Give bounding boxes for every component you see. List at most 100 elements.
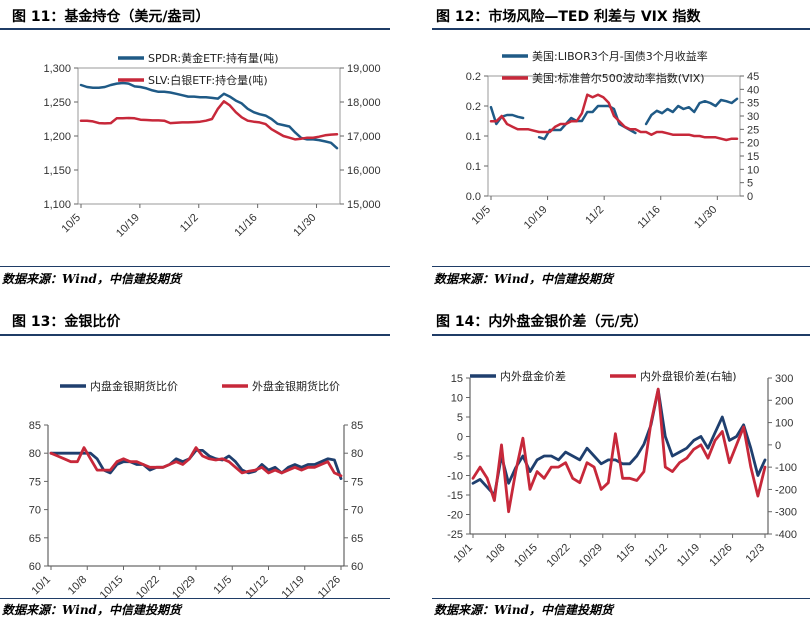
legend-label-1: 美国:标准普尔500波动率指数(VIX)	[532, 71, 705, 85]
top-rule	[0, 28, 390, 30]
x-tick-label: 11/30	[291, 212, 318, 239]
left-tick-label: -15	[447, 490, 463, 502]
right-tick-label: 65	[351, 533, 363, 545]
source-note: 数据来源：Wind，中信建投期货	[2, 272, 181, 286]
bottom-rule	[432, 598, 810, 599]
legend-label-0: SPDR:黄金ETF:持有量(吨)	[148, 51, 279, 65]
x-tick-label: 11/19	[675, 542, 702, 569]
right-tick-label: 35	[747, 98, 759, 110]
right-tick-label: 100	[775, 418, 793, 430]
right-tick-label: 16,000	[347, 165, 381, 177]
x-tick-label: 11/16	[635, 204, 662, 231]
panel-title: 图 12：市场风险—TED 利差与 VIX 指数	[436, 9, 701, 25]
left-tick-label: 0.2	[466, 71, 481, 83]
right-tick-label: 0	[775, 440, 781, 452]
left-tick-label: 60	[29, 561, 41, 573]
top-rule	[0, 334, 390, 336]
x-tick-label: 11/5	[211, 574, 234, 597]
left-tick-label: 15	[451, 373, 463, 385]
right-tick-label: 30	[747, 111, 759, 123]
left-tick-label: 5	[457, 412, 463, 424]
left-tick-label: 1,250	[43, 97, 71, 109]
right-tick-label: 80	[351, 448, 363, 460]
left-tick-label: -5	[453, 451, 463, 463]
series-line-0	[49, 449, 343, 480]
x-tick-label: 12/3	[743, 542, 767, 566]
source-note: 数据来源：Wind，中信建投期货	[434, 603, 613, 617]
chart-price-spread: -25 -20 -15 -10 -5 0 5 10 15 -400 -300 -200 -100 0 100…	[447, 369, 797, 570]
legend-label-1: SLV:白银ETF:持仓量(吨)	[148, 73, 268, 87]
series-line-1	[489, 93, 739, 142]
left-tick-label: 0.1	[466, 161, 481, 173]
x-tick-label: 10/1	[29, 574, 53, 598]
panel-title: 图 13：金银比价	[12, 314, 121, 330]
x-tick-label: 11/2	[178, 212, 201, 235]
right-tick-label: 5	[747, 178, 753, 190]
x-tick-label: 10/29	[577, 542, 605, 570]
panel-price-spread: 图 14：内外盘金银价差（元/克） -25 -20 -15 -10 -5 0 5 10 15 -4…	[432, 308, 810, 617]
right-tick-label: 19,000	[347, 63, 381, 75]
x-tick-label: 11/2	[583, 204, 606, 227]
x-tick-label: 11/12	[642, 542, 669, 569]
left-tick-label: 1,100	[43, 199, 71, 211]
left-tick-label: 0.0	[466, 191, 481, 203]
x-tick-label: 11/26	[707, 542, 734, 569]
bottom-rule	[432, 266, 810, 267]
legend-label-0: 内外盘金价差	[500, 369, 566, 383]
right-tick-label: 70	[351, 505, 363, 517]
left-tick-label: 0.1	[466, 131, 481, 143]
series-line-1	[49, 446, 343, 478]
x-tick-label: 10/19	[114, 212, 142, 240]
x-tick-label: 10/1	[451, 542, 475, 566]
left-tick-label: 70	[29, 505, 41, 517]
panel-title: 图 14：内外盘金银价差（元/克）	[436, 314, 648, 330]
right-tick-label: 85	[351, 420, 363, 432]
panel-title: 图 11：基金持仓（美元/盎司）	[12, 9, 210, 25]
right-tick-label: 10	[747, 164, 759, 176]
right-tick-label: 17,000	[347, 131, 381, 143]
x-tick-label: 10/8	[484, 542, 508, 566]
top-rule	[432, 28, 810, 30]
left-tick-label: 75	[29, 476, 41, 488]
right-tick-label: -400	[775, 529, 797, 541]
right-tick-label: -300	[775, 507, 797, 519]
source-note: 数据来源：Wind，中信建投期货	[2, 603, 181, 617]
x-tick-label: 10/8	[66, 574, 90, 598]
left-tick-label: 1,150	[43, 165, 71, 177]
source-note: 数据来源：Wind，中信建投期货	[434, 272, 613, 286]
x-tick-label: 11/26	[316, 574, 343, 601]
chart-fund-holdings: 1,100 1,150 1,200 1,250 1,300 15,000 16,000 17,…	[43, 51, 381, 240]
right-tick-label: 200	[775, 395, 793, 407]
right-tick-label: 40	[747, 84, 759, 96]
legend-label-1: 内外盘银价差(右轴)	[640, 369, 737, 383]
x-tick-label: 10/5	[469, 204, 493, 228]
x-tick-label: 10/19	[522, 204, 550, 232]
legend-label-1: 外盘金银期货比价	[252, 379, 340, 393]
right-tick-label: -200	[775, 484, 797, 496]
right-tick-label: 18,000	[347, 97, 381, 109]
x-tick-label: 11/12	[243, 574, 270, 601]
panel-ted-vix: 图 12：市场风险—TED 利差与 VIX 指数 0.0 0.1 0.1 0.2 0.2…	[432, 0, 810, 300]
panel-gold-silver-ratio: 图 13：金银比价 60 65 70 75 80 85 60 65 70 75 80 85 10/1 10…	[0, 308, 390, 617]
right-tick-label: 300	[775, 373, 793, 385]
right-tick-label: 45	[747, 71, 759, 83]
left-tick-label: 80	[29, 448, 41, 460]
x-tick-label: 10/22	[545, 542, 573, 570]
right-tick-label: 0	[747, 191, 753, 203]
left-tick-label: 85	[29, 420, 41, 432]
series-line-0	[79, 81, 339, 150]
x-tick-label: 10/5	[59, 212, 83, 236]
x-tick-label: 11/5	[614, 542, 637, 565]
left-tick-label: 1,200	[43, 131, 71, 143]
legend-label-0: 内盘金银期货比价	[90, 379, 178, 393]
left-tick-label: 65	[29, 533, 41, 545]
right-tick-label: 15,000	[347, 199, 381, 211]
panel-fund-holdings: 图 11：基金持仓（美元/盎司） 1,100 1,150 1,200 1,250 1,3…	[0, 0, 390, 300]
left-tick-label: -25	[447, 529, 463, 541]
series-line-1	[79, 100, 339, 141]
top-rule	[432, 334, 810, 336]
right-tick-label: 75	[351, 476, 363, 488]
right-tick-label: 15	[747, 151, 759, 163]
